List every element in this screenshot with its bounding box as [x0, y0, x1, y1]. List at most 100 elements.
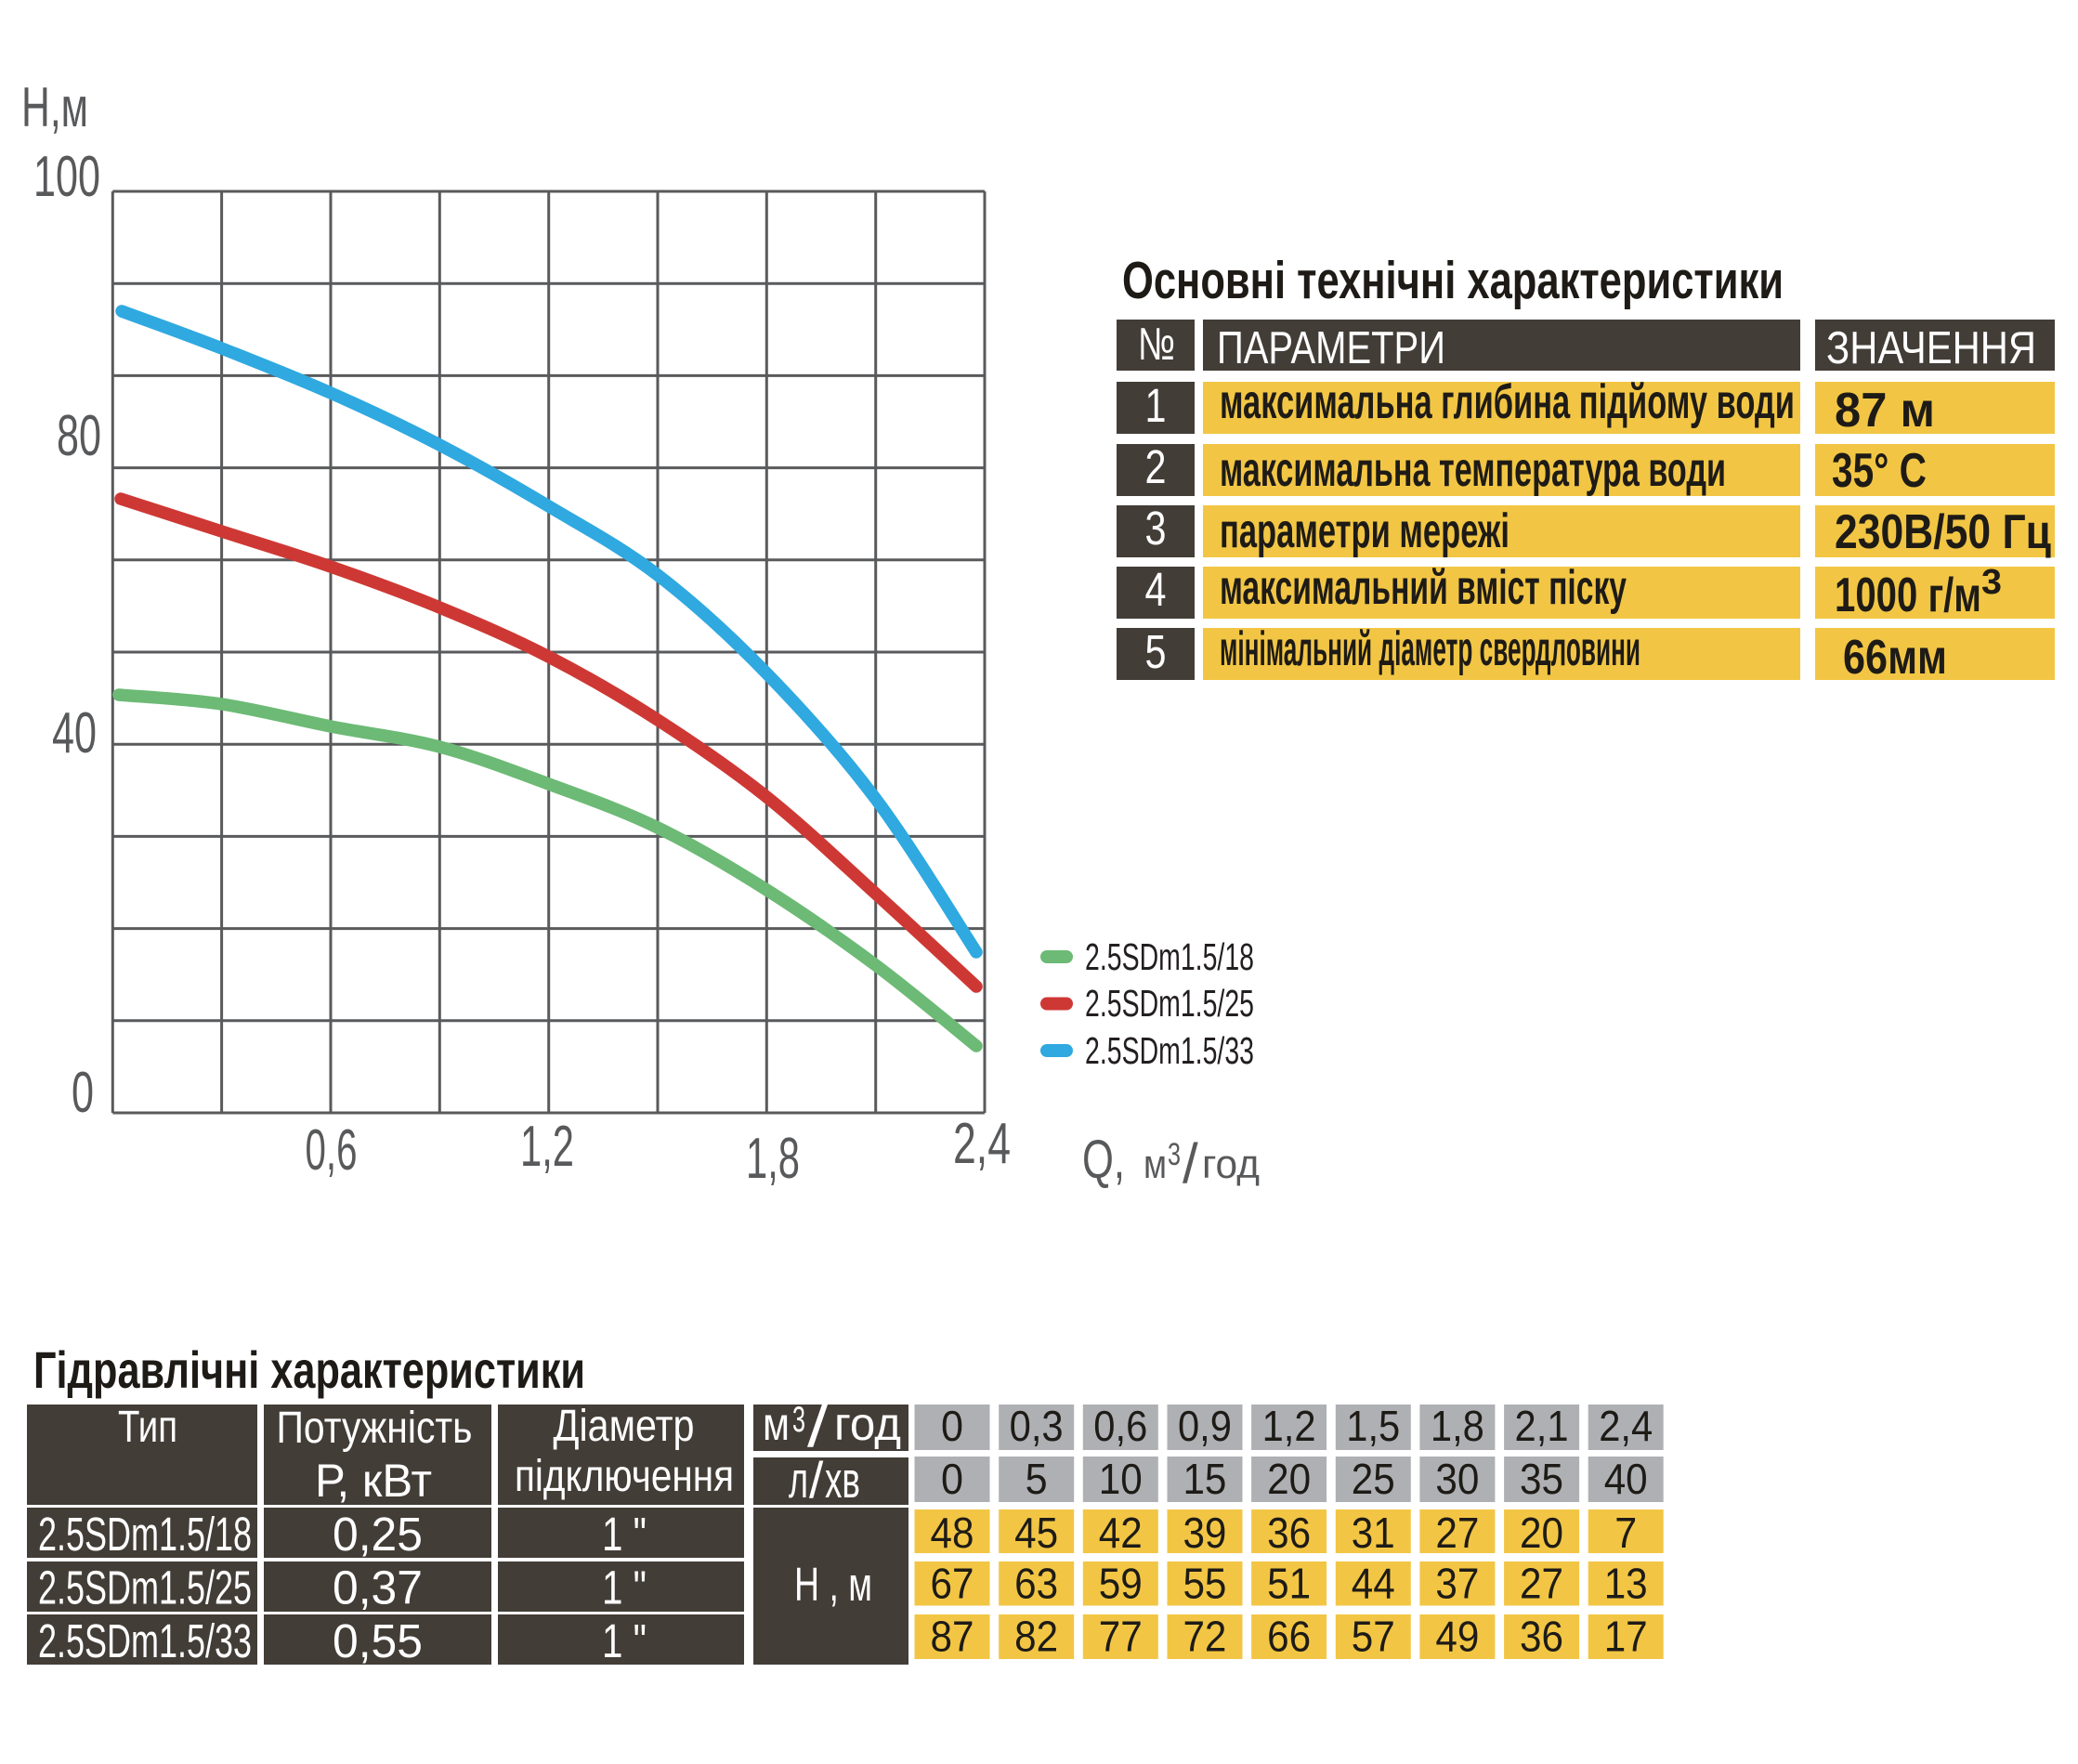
svg-text:Потужність: Потужність	[277, 1404, 473, 1453]
svg-text:Q,: Q,	[1082, 1130, 1125, 1190]
svg-text:44: 44	[1352, 1560, 1395, 1608]
svg-text:37: 37	[1435, 1560, 1479, 1608]
svg-text:15: 15	[1183, 1455, 1226, 1503]
svg-text:максимальний вміст піску: максимальний вміст піску	[1220, 561, 1627, 615]
svg-text:40: 40	[1604, 1455, 1648, 1503]
svg-text:ПАРАМЕТРИ: ПАРАМЕТРИ	[1217, 323, 1445, 373]
svg-text:66: 66	[1267, 1613, 1311, 1661]
svg-text:20: 20	[1520, 1509, 1563, 1557]
svg-text:№: №	[1138, 320, 1175, 370]
svg-text:Гідравлічні характеристики: Гідравлічні характеристики	[33, 1340, 585, 1399]
svg-text:параметри мережі: параметри мережі	[1220, 504, 1509, 558]
svg-text:м: м	[763, 1398, 790, 1450]
svg-text:55: 55	[1183, 1560, 1226, 1608]
svg-text:1 ": 1 "	[602, 1561, 647, 1614]
svg-text:82: 82	[1014, 1613, 1058, 1661]
svg-text:36: 36	[1520, 1613, 1563, 1661]
svg-text:0,37: 0,37	[333, 1561, 423, 1614]
svg-text:1,8: 1,8	[746, 1127, 800, 1191]
svg-text:30: 30	[1435, 1455, 1479, 1503]
svg-text:1,2: 1,2	[520, 1115, 574, 1179]
svg-text:35: 35	[1520, 1455, 1563, 1503]
svg-text:63: 63	[1014, 1560, 1058, 1608]
svg-text:3: 3	[792, 1400, 805, 1440]
svg-text:підключення: підключення	[515, 1452, 734, 1501]
svg-text:максимальна глибина підйому во: максимальна глибина підйому води	[1220, 375, 1795, 429]
svg-text:3: 3	[1168, 1137, 1181, 1172]
svg-text:3: 3	[1145, 502, 1167, 555]
svg-text:31: 31	[1352, 1509, 1395, 1557]
svg-text:0,55: 0,55	[333, 1614, 423, 1667]
svg-text:13: 13	[1604, 1560, 1648, 1608]
svg-text:2: 2	[1145, 440, 1167, 493]
svg-text:H,м: H,м	[21, 76, 88, 138]
svg-text:1,5: 1,5	[1346, 1402, 1400, 1450]
svg-text:Основні технічні характеристик: Основні технічні характеристики	[1122, 251, 1784, 310]
svg-text:49: 49	[1435, 1613, 1479, 1661]
svg-text:5: 5	[1145, 625, 1167, 678]
svg-text:59: 59	[1099, 1560, 1143, 1608]
svg-text:1,2: 1,2	[1262, 1402, 1316, 1450]
svg-text:25: 25	[1352, 1455, 1395, 1503]
svg-text:0,6: 0,6	[1093, 1402, 1147, 1450]
svg-text:1,8: 1,8	[1431, 1402, 1484, 1450]
svg-text:87: 87	[931, 1613, 974, 1661]
svg-text:40: 40	[52, 701, 97, 765]
svg-text:ЗНАЧЕННЯ: ЗНАЧЕННЯ	[1826, 323, 2036, 373]
svg-text:максимальна температура води: максимальна температура води	[1220, 443, 1726, 497]
svg-text:51: 51	[1267, 1560, 1311, 1608]
svg-text:87 м: 87 м	[1835, 384, 1935, 438]
svg-text:66мм: 66мм	[1843, 631, 1947, 685]
svg-text:48: 48	[931, 1509, 974, 1557]
svg-text:Діаметр: Діаметр	[554, 1402, 695, 1451]
svg-text:36: 36	[1267, 1509, 1311, 1557]
svg-text:100: 100	[33, 145, 100, 209]
svg-text:0: 0	[941, 1455, 963, 1503]
svg-text:1 ": 1 "	[602, 1614, 647, 1667]
svg-text:1000 г/м: 1000 г/м	[1835, 568, 1981, 622]
svg-text:хв: хв	[825, 1451, 860, 1509]
svg-text:/: /	[809, 1451, 824, 1509]
svg-text:27: 27	[1520, 1560, 1563, 1608]
svg-text:Р, кВт: Р, кВт	[315, 1455, 432, 1507]
svg-text:0: 0	[72, 1061, 94, 1125]
svg-text:2,1: 2,1	[1515, 1402, 1569, 1450]
svg-text:2.5SDm1.5/25: 2.5SDm1.5/25	[38, 1561, 252, 1614]
svg-text:39: 39	[1183, 1509, 1226, 1557]
svg-text:2,4: 2,4	[953, 1112, 1011, 1176]
svg-text:2.5SDm1.5/33: 2.5SDm1.5/33	[1085, 1029, 1254, 1072]
svg-text:год: год	[1202, 1142, 1260, 1187]
svg-text:230В/50 Гц: 230В/50 Гц	[1835, 505, 2051, 559]
svg-text:45: 45	[1014, 1509, 1058, 1557]
svg-text:57: 57	[1352, 1613, 1395, 1661]
svg-text:20: 20	[1267, 1455, 1311, 1503]
svg-text:0,3: 0,3	[1010, 1402, 1064, 1450]
svg-text:0: 0	[941, 1402, 963, 1450]
svg-text:год: год	[834, 1398, 901, 1450]
svg-text:0,9: 0,9	[1178, 1402, 1232, 1450]
svg-text:мінімальний діаметр свердловин: мінімальний діаметр свердловини	[1220, 622, 1640, 676]
svg-text:80: 80	[57, 404, 101, 468]
svg-text:35° С: 35° С	[1832, 444, 1927, 498]
svg-text:17: 17	[1604, 1613, 1648, 1661]
svg-text:5: 5	[1026, 1455, 1048, 1503]
svg-text:2.5SDm1.5/18: 2.5SDm1.5/18	[1085, 935, 1254, 978]
svg-text:2.5SDm1.5/33: 2.5SDm1.5/33	[38, 1614, 252, 1667]
svg-text:1 ": 1 "	[602, 1508, 647, 1561]
svg-text:67: 67	[931, 1560, 974, 1608]
svg-text:Н , м: Н , м	[794, 1558, 872, 1611]
svg-text:2,4: 2,4	[1599, 1402, 1653, 1450]
svg-text:2.5SDm1.5/18: 2.5SDm1.5/18	[38, 1508, 252, 1561]
svg-text:2.5SDm1.5/25: 2.5SDm1.5/25	[1085, 982, 1254, 1025]
svg-text:4: 4	[1145, 563, 1167, 616]
svg-text:л: л	[789, 1451, 808, 1509]
svg-text:/: /	[807, 1395, 829, 1459]
svg-text:10: 10	[1099, 1455, 1143, 1503]
svg-text:42: 42	[1099, 1509, 1143, 1557]
svg-text:0,25: 0,25	[333, 1508, 423, 1561]
svg-text:27: 27	[1435, 1509, 1479, 1557]
svg-text:72: 72	[1183, 1613, 1226, 1661]
svg-text:77: 77	[1099, 1613, 1143, 1661]
svg-text:3: 3	[1981, 563, 2002, 602]
svg-text:/: /	[1183, 1132, 1198, 1195]
